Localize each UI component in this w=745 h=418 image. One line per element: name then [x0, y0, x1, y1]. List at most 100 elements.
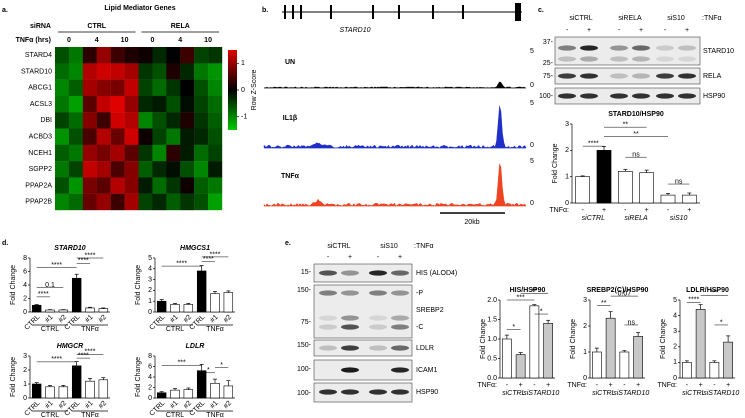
y-tick-label: 2 [148, 287, 152, 294]
heat-cell [180, 128, 195, 145]
heat-cell [138, 161, 153, 178]
y-tick-label: 6 [23, 268, 27, 275]
group-label: siCTRL [592, 390, 615, 397]
bar [529, 305, 540, 379]
y-tick-label: 6 [148, 363, 152, 370]
sig-label: **** [38, 291, 49, 298]
heat-cell [208, 161, 223, 178]
heat-cell [180, 47, 195, 64]
sig-label: **** [176, 260, 187, 267]
heat-cell [152, 95, 167, 113]
heat-cell [152, 63, 167, 80]
blot [554, 67, 701, 85]
y-tick-label: 0 [23, 309, 27, 316]
bar [183, 304, 194, 313]
track-scale-max: 5 [530, 48, 534, 55]
blot-band [580, 45, 598, 51]
heat-cell [124, 112, 139, 129]
blot-header: siS10 [667, 15, 685, 22]
blot-band [610, 56, 628, 62]
mw-marker: 15- [301, 269, 312, 276]
heat-cell [124, 177, 139, 194]
bar [660, 194, 676, 204]
blot-band [391, 270, 409, 276]
blot-sign: + [587, 27, 591, 34]
blot-sign: - [377, 254, 380, 261]
band-label: HIS (ALOD4) [416, 270, 457, 277]
heat-cell [110, 112, 125, 129]
heat-cell [110, 95, 125, 113]
y-tick-label: 2 [583, 323, 587, 330]
bar [156, 392, 167, 399]
y-axis-label: Fold Change [552, 143, 559, 183]
y-tick-label: 0 [583, 375, 587, 382]
y-tick-label: 0 [23, 395, 27, 402]
sig-label: * [540, 308, 543, 315]
panel-label: d. [2, 240, 8, 247]
heat-cell [96, 128, 111, 145]
group-label: TNFα [206, 326, 224, 333]
heat-cell [110, 79, 125, 97]
x-tick-label: + [609, 382, 613, 389]
heat-cell [194, 144, 209, 162]
heat-cell [152, 47, 167, 64]
group-label: TNFα [81, 326, 99, 333]
chart-title: Lipid Mediator Genes [104, 5, 175, 12]
blot-band [341, 270, 359, 276]
bar [196, 370, 207, 399]
x-tick-label: #2 [223, 314, 234, 325]
sig-label: ** [633, 131, 639, 138]
sig-label: **** [588, 140, 599, 147]
y-tick-label: 4 [148, 266, 152, 273]
x-tick-label: #1 [169, 400, 180, 411]
mw-marker: 25- [543, 60, 554, 67]
row-label: DBI [40, 117, 52, 124]
heat-cell [152, 177, 167, 194]
bar [58, 386, 69, 399]
gene-name: STARD10 [340, 27, 371, 34]
sig-label: * [220, 362, 223, 369]
sig-label: * [207, 367, 210, 374]
heat-cell [208, 177, 223, 194]
x-tick-label: + [546, 382, 550, 389]
heat-cell [68, 112, 84, 129]
band-label: -P [416, 290, 423, 297]
blot-band [610, 73, 628, 79]
x-axis-label: TNFα: [549, 207, 569, 214]
group-label: CTRL [166, 412, 184, 418]
bar [98, 379, 109, 399]
band-label: HSP90 [416, 389, 438, 396]
y-tick-label: 4 [148, 374, 152, 381]
bar [58, 309, 69, 313]
sig-label: 0.1 [45, 282, 55, 289]
heat-cell [124, 47, 139, 64]
heat-cell [166, 112, 181, 129]
y-tick-label: 5 [673, 297, 677, 304]
y-tick-label: 1.0 [487, 336, 497, 343]
heat-cell [152, 193, 167, 211]
x-tick-label: - [533, 382, 536, 389]
blot-band [632, 45, 650, 51]
heat-cell [138, 193, 153, 211]
heat-cell [166, 79, 181, 97]
blot-band [580, 93, 598, 99]
y-tick-label: 0 [673, 375, 677, 382]
x-axis-label: TNFα: [477, 382, 497, 389]
blot-header: siCTRL [569, 15, 592, 22]
group-label: siCTRL [682, 390, 705, 397]
heat-cell [68, 161, 84, 178]
colorbar-label: Row Z-Score [251, 69, 258, 110]
heat-cell [55, 63, 70, 80]
panel-label: b. [262, 7, 268, 14]
heat-cell [194, 47, 209, 64]
sig-label: **** [78, 258, 89, 265]
bar [223, 385, 234, 399]
blot-sign: + [639, 27, 643, 34]
group-label: CTRL [41, 326, 59, 333]
bar [502, 338, 512, 379]
heat-cell [208, 112, 223, 129]
blot-treatment: :TNFα [414, 243, 434, 250]
heat-cell [110, 128, 125, 145]
heat-cell [180, 112, 195, 129]
track-scale-min: 0 [530, 200, 534, 207]
